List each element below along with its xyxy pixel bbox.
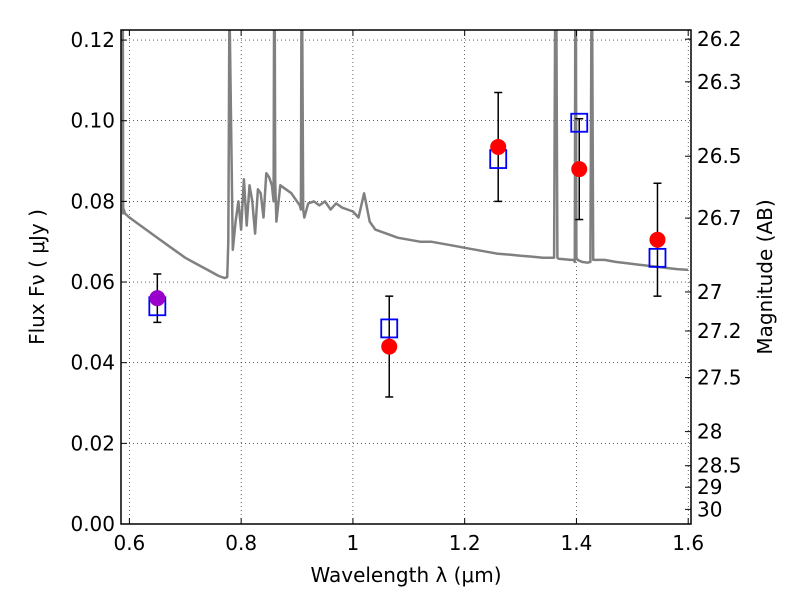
x-tick-label: 1.4: [561, 531, 593, 555]
x-tick-label: 0.6: [113, 531, 145, 555]
x-tick-label: 1.2: [449, 531, 481, 555]
mag-tick-label: 26.7: [697, 206, 742, 230]
model-spectrum-line: [121, 30, 689, 280]
mag-tick-label: 26.3: [697, 70, 742, 94]
model-flux-square: [380, 318, 399, 339]
y-tick-label: 0.10: [70, 109, 115, 133]
mag-tick-label: 30: [697, 497, 722, 521]
mag-tick-label: 27.5: [697, 366, 742, 390]
observed-flux-point: [649, 231, 666, 248]
plot-frame: [120, 29, 692, 525]
mag-tick-label: 27.2: [697, 319, 742, 343]
mag-tick-label: 29: [697, 475, 722, 499]
mag-tick-label: 26.2: [697, 27, 742, 51]
x-tick-label: 0.8: [225, 531, 257, 555]
y-tick-label: 0.00: [70, 512, 115, 536]
mag-tick-label: 27: [697, 280, 722, 304]
y-tick-label: 0.04: [70, 351, 115, 375]
y-tick-label: 0.02: [70, 431, 115, 455]
mag-tick-label: 26.5: [697, 144, 742, 168]
axis-ticks: 0.6 0.8 1 1.2 1.4 1.6 0.00 0.02 0.04 0.06 0.08 0.10…: [70, 27, 741, 555]
model-flux-square: [570, 112, 589, 133]
plot-series: [121, 30, 689, 398]
y-axis-right-label: Magnitude (AB): [753, 199, 777, 354]
x-tick-label: 1: [347, 531, 360, 555]
observed-flux-point: [490, 138, 507, 155]
observed-flux-point: [149, 290, 166, 307]
observed-flux-point: [381, 338, 398, 355]
observed-flux-point: [571, 161, 588, 178]
model-flux-square: [648, 247, 667, 268]
y-tick-label: 0.06: [70, 270, 115, 294]
mag-tick-label: 28.5: [697, 454, 742, 478]
x-axis-label: Wavelength λ (μm): [310, 563, 501, 587]
plot-area: [121, 30, 691, 524]
x-tick-label: 1.6: [672, 531, 704, 555]
mag-tick-label: 28: [697, 420, 722, 444]
y-tick-label: 0.08: [70, 189, 115, 213]
y-axis-label: Flux Fν ( μJy ): [25, 209, 49, 345]
y-tick-label: 0.12: [70, 28, 115, 52]
